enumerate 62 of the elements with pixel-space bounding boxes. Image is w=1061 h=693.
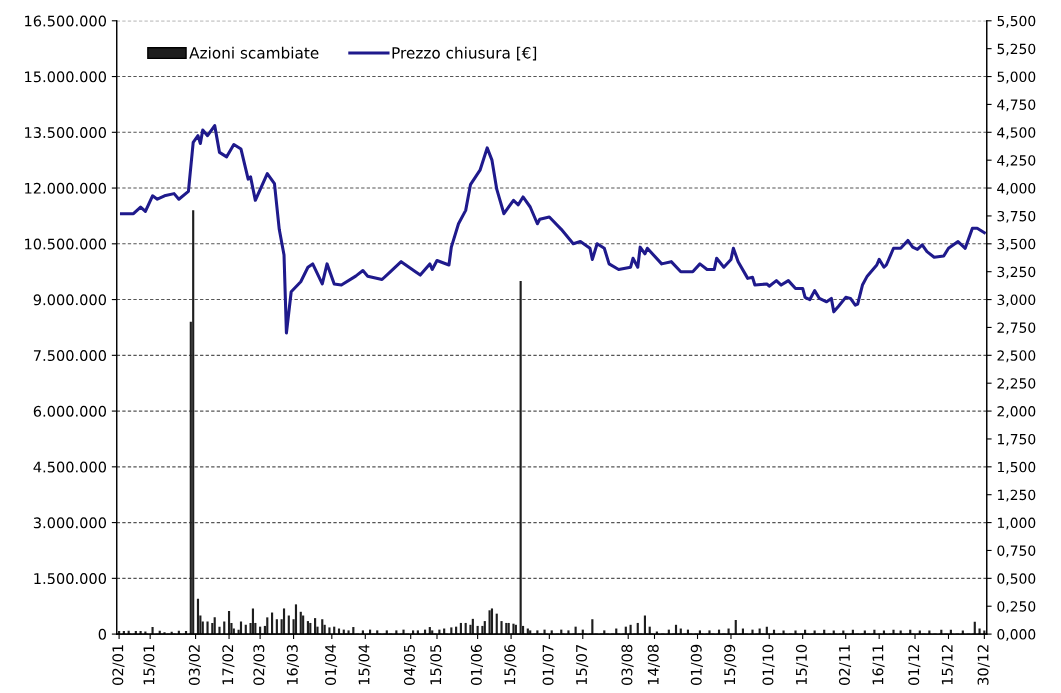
x-tick-label: 17/02 bbox=[222, 645, 235, 685]
x-tick-label: 15/12 bbox=[941, 645, 954, 685]
y2-tick-label: 1,750 bbox=[997, 433, 1036, 446]
y2-tick-label: 1,250 bbox=[997, 489, 1036, 502]
x-tick-label: 01/12 bbox=[908, 645, 921, 685]
y2-tick-label: 2,500 bbox=[997, 350, 1036, 363]
y2-tick-label: 3,000 bbox=[997, 294, 1036, 307]
y-tick-label: 3.000.000 bbox=[33, 517, 107, 529]
y-tick-label: 0 bbox=[98, 628, 107, 640]
x-tick-label: 04/05 bbox=[403, 645, 417, 685]
x-tick-label: 01/06 bbox=[470, 644, 483, 685]
y2-tick-label: 2,000 bbox=[997, 406, 1036, 418]
y-tick-label: 1.500.000 bbox=[34, 573, 107, 585]
y2-tick-label: 2,750 bbox=[997, 322, 1036, 335]
x-tick-label: 16/11 bbox=[872, 645, 885, 685]
y2-tick-label: 4,500 bbox=[997, 127, 1036, 140]
x-tick-label: 15/09 bbox=[724, 644, 737, 685]
y2-tick-label: 5,500 bbox=[997, 15, 1036, 28]
legend-label: Azioni scambiate bbox=[189, 46, 319, 59]
x-tick-label: 01/10 bbox=[762, 644, 775, 685]
y2-tick-label: 3,500 bbox=[997, 238, 1036, 251]
x-tick-label: 01/09 bbox=[690, 644, 703, 685]
x-tick-label: 02/01 bbox=[112, 645, 125, 685]
x-tick-label: 03/02 bbox=[188, 645, 201, 685]
y-tick-label: 4.500.000 bbox=[33, 461, 107, 473]
y2-tick-label: 0,250 bbox=[997, 601, 1036, 614]
y-tick-label: 10.500.000 bbox=[25, 238, 107, 250]
x-tick-label: 16/03 bbox=[286, 644, 299, 685]
x-tick-label: 15/10 bbox=[795, 644, 809, 685]
y2-tick-label: 4,250 bbox=[997, 155, 1036, 168]
y2-tick-label: 0,000 bbox=[997, 629, 1036, 641]
y-tick-label: 7.500.000 bbox=[33, 350, 107, 362]
x-tick-label: 15/07 bbox=[575, 645, 589, 685]
legend-label: Prezzo chiusura [€] bbox=[392, 46, 537, 61]
x-tick-label: 30/12 bbox=[977, 645, 990, 685]
y2-tick-label: 4,000 bbox=[997, 183, 1036, 195]
y2-tick-label: 4,750 bbox=[997, 99, 1036, 112]
x-tick-label: 02/11 bbox=[838, 645, 852, 685]
y2-tick-label: 3,250 bbox=[997, 266, 1036, 279]
x-tick-label: 15/05 bbox=[430, 645, 443, 685]
x-tick-label: 14/08 bbox=[647, 644, 660, 685]
y2-tick-label: 3,750 bbox=[997, 210, 1036, 223]
y2-tick-label: 2,250 bbox=[997, 378, 1036, 391]
y2-tick-label: 1,000 bbox=[997, 517, 1036, 530]
x-tick-label: 02/03 bbox=[253, 644, 266, 685]
x-tick-label: 15/04 bbox=[358, 644, 371, 685]
x-tick-label: 01/07 bbox=[542, 645, 555, 685]
x-tick-label: 03/08 bbox=[621, 644, 634, 685]
y-tick-label: 9.000.000 bbox=[33, 294, 107, 306]
y-tick-label: 16.500.000 bbox=[25, 15, 107, 27]
y-tick-label: 13.500.000 bbox=[25, 127, 107, 139]
x-tick-label: 15/06 bbox=[504, 644, 517, 685]
x-tick-label: 01/04 bbox=[325, 644, 338, 685]
y2-tick-label: 1,500 bbox=[997, 461, 1036, 474]
y-tick-label: 6.000.000 bbox=[33, 405, 107, 417]
y2-tick-label: 0,750 bbox=[997, 545, 1036, 558]
y2-tick-label: 5,250 bbox=[997, 43, 1036, 56]
y2-tick-label: 0,500 bbox=[997, 573, 1036, 586]
y-tick-label: 15.000.000 bbox=[25, 71, 107, 83]
x-tick-label: 15/01 bbox=[143, 645, 156, 685]
y-tick-label: 12.000.000 bbox=[25, 182, 107, 194]
y2-tick-label: 5,000 bbox=[997, 71, 1036, 84]
